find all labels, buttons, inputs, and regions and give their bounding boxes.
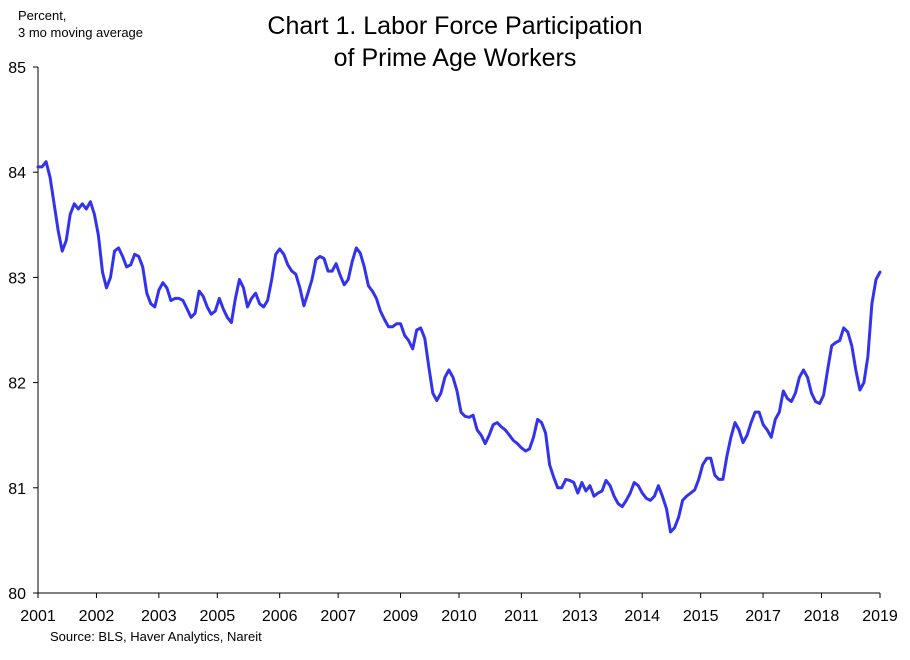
x-tick-label: 2018 xyxy=(804,608,840,625)
x-tick-label: 2003 xyxy=(141,608,177,625)
y-unit-label-line-1: Percent, xyxy=(18,8,66,23)
series-line xyxy=(36,160,882,534)
y-tick-label: 80 xyxy=(8,586,26,603)
x-tick-label: 2010 xyxy=(441,608,477,625)
y-unit-label-line-2: 3 mo moving average xyxy=(18,25,143,40)
x-tick-label: 2013 xyxy=(562,608,598,625)
chart-title-line-2: of Prime Age Workers xyxy=(334,44,577,72)
y-tick-label: 85 xyxy=(8,60,26,77)
y-tick-label: 81 xyxy=(8,481,26,498)
x-axis-ticks: 2001 2002 2003 2005 2006 2007 2009 2010 2011 2013… xyxy=(20,593,898,625)
x-tick-label: 2005 xyxy=(200,608,236,625)
x-tick-label: 2015 xyxy=(683,608,719,625)
x-tick-label: 2001 xyxy=(20,608,56,625)
x-tick-label: 2014 xyxy=(624,608,660,625)
x-tick-label: 2006 xyxy=(262,608,298,625)
chart-title-line-1: Chart 1. Labor Force Participation xyxy=(267,12,642,40)
y-tick-label: 82 xyxy=(8,376,26,393)
y-axis-ticks: 80 81 82 83 84 85 xyxy=(8,60,38,603)
x-tick-label: 2002 xyxy=(79,608,115,625)
source-note: Source: BLS, Haver Analytics, Nareit xyxy=(50,629,262,644)
x-tick-label: 2019 xyxy=(862,608,898,625)
x-tick-label: 2009 xyxy=(383,608,419,625)
x-tick-label: 2011 xyxy=(504,608,539,625)
x-tick-label: 2007 xyxy=(320,608,356,625)
x-tick-label: 2017 xyxy=(745,608,781,625)
y-tick-label: 84 xyxy=(8,165,26,182)
y-tick-label: 83 xyxy=(8,270,26,287)
